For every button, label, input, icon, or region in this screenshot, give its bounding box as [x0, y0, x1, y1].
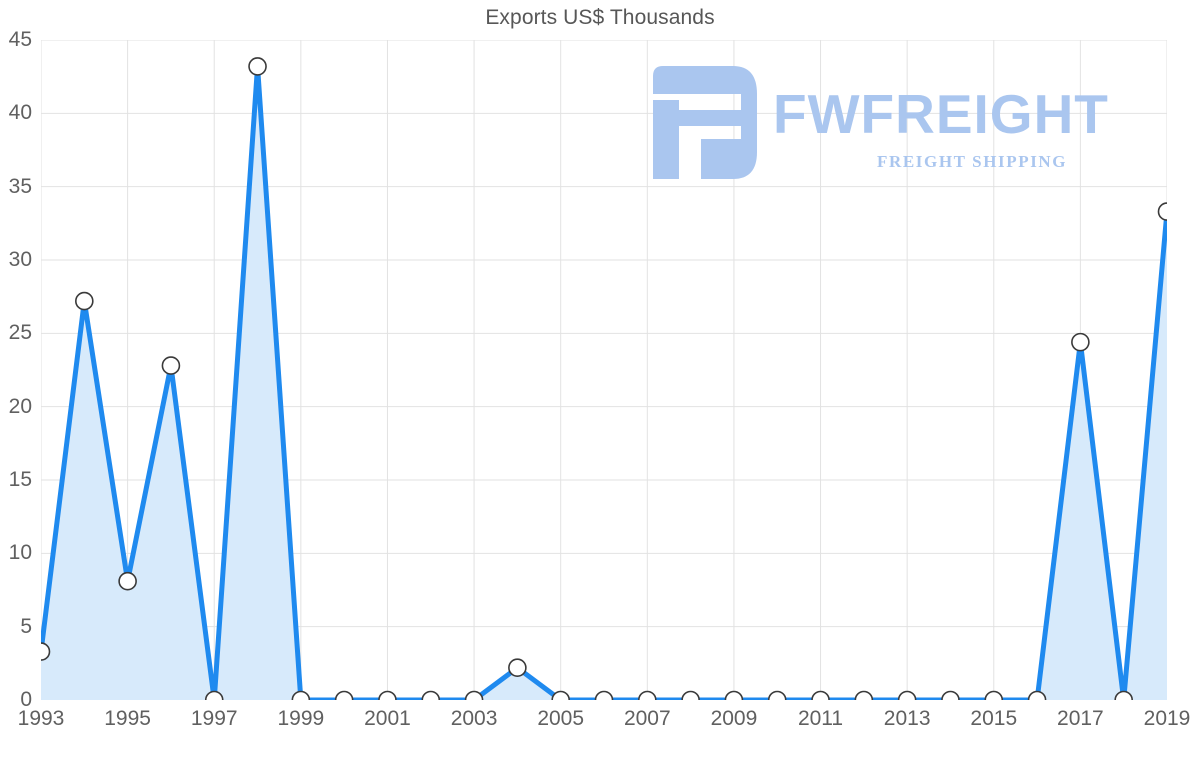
series-area-fill	[41, 66, 1167, 700]
data-point-marker	[291, 690, 311, 700]
y-axis-tick-label: 0	[20, 688, 32, 711]
data-point-marker	[248, 57, 267, 76]
chart-title: Exports US$ Thousands	[485, 6, 715, 29]
horizontal-gridlines	[41, 40, 1167, 700]
data-point-marker	[941, 690, 960, 700]
data-point-marker	[1071, 332, 1090, 352]
x-axis-tick-label: 2005	[537, 707, 585, 730]
data-point-marker	[594, 690, 614, 700]
x-axis-tick-label: 1997	[190, 707, 238, 730]
data-point-marker	[161, 356, 181, 375]
y-axis-tick-label: 45	[8, 28, 32, 51]
x-axis-tick-label: 2017	[1057, 707, 1104, 730]
chart-svg	[41, 40, 1167, 700]
data-point-marker	[41, 642, 51, 661]
plot-area	[41, 40, 1167, 700]
x-axis-tick-label: 2013	[883, 707, 931, 730]
x-axis-tick-label: 2015	[970, 707, 1018, 730]
vertical-gridlines	[41, 40, 1167, 700]
data-point-marker	[464, 690, 484, 700]
data-point-marker	[984, 690, 1004, 700]
data-point-marker	[811, 690, 830, 700]
data-point-marker	[421, 690, 441, 700]
data-point-marker	[118, 571, 137, 591]
data-point-marker	[767, 690, 787, 700]
data-point-marker	[204, 690, 224, 700]
x-axis-tick-label: 2001	[364, 707, 411, 730]
y-axis-tick-label: 25	[8, 321, 32, 345]
data-point-marker	[681, 690, 700, 700]
data-point-marker	[334, 690, 354, 700]
data-point-marker	[1157, 202, 1167, 221]
data-point-marker	[854, 690, 874, 700]
y-axis-tick-label: 30	[8, 248, 32, 271]
data-point-marker	[897, 690, 917, 700]
x-axis-tick-label: 2011	[797, 707, 844, 730]
data-point-marker	[508, 658, 527, 678]
x-axis-tick-label: 2007	[623, 707, 671, 730]
y-axis-tick-label: 10	[8, 541, 32, 565]
x-axis-tick-label: 1993	[17, 707, 65, 730]
data-point-marker	[1027, 690, 1047, 700]
series-markers	[41, 57, 1167, 700]
x-axis-tick-label: 2009	[710, 707, 758, 730]
data-point-marker	[551, 690, 570, 700]
y-axis-tick-label: 40	[8, 101, 32, 125]
y-axis-tick-label: 15	[8, 468, 32, 491]
data-point-marker	[378, 690, 397, 700]
data-point-marker	[638, 690, 657, 700]
x-axis-tick-label: 1999	[277, 707, 325, 730]
data-point-marker	[724, 690, 744, 700]
x-axis-tick-label: 2003	[450, 707, 498, 730]
y-axis-tick-label: 5	[20, 614, 32, 638]
y-axis-tick-label: 35	[8, 174, 32, 198]
series-line	[41, 63, 1167, 700]
x-axis-tick-label: 1995	[104, 707, 151, 730]
y-axis-tick-label: 20	[8, 394, 32, 418]
data-point-marker	[1114, 690, 1133, 700]
data-point-marker	[75, 291, 94, 311]
x-axis-tick-label: 2019	[1143, 707, 1191, 730]
